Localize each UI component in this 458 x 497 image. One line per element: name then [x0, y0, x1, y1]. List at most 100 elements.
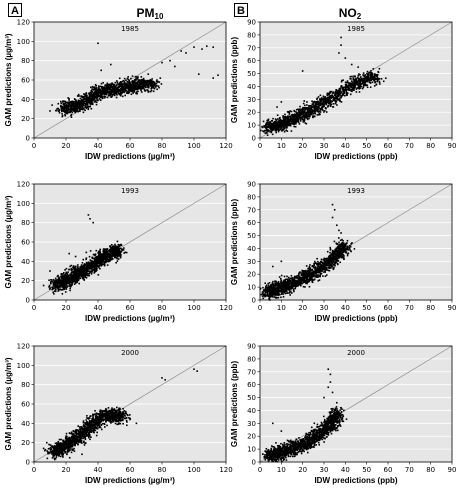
data-point: [323, 100, 326, 103]
data-point: [299, 281, 302, 283]
data-point: [356, 87, 358, 89]
data-point: [330, 264, 333, 266]
data-point: [96, 256, 99, 258]
data-point: [119, 94, 122, 97]
data-point: [83, 266, 86, 269]
data-point-outlier: [382, 80, 385, 83]
data-point: [106, 96, 109, 99]
data-point: [98, 88, 101, 90]
data-point: [269, 121, 272, 124]
data-point: [371, 81, 374, 84]
data-point: [83, 273, 85, 276]
data-point: [345, 94, 348, 96]
data-point: [90, 266, 92, 268]
data-point: [329, 95, 332, 97]
data-point: [302, 112, 304, 115]
data-point: [62, 109, 65, 112]
data-point: [85, 261, 88, 264]
data-point: [327, 100, 330, 102]
data-point: [374, 77, 376, 79]
data-point: [327, 99, 330, 101]
data-point: [68, 97, 70, 100]
data-point-outlier: [110, 63, 112, 66]
data-point: [59, 279, 61, 282]
data-point: [329, 100, 331, 103]
data-point: [73, 280, 75, 283]
data-point: [66, 277, 68, 280]
data-point: [321, 108, 324, 111]
data-point: [88, 93, 91, 96]
data-point: [123, 88, 126, 91]
data-point: [290, 110, 293, 113]
data-point: [277, 130, 280, 133]
data-point: [94, 267, 97, 270]
data-point: [67, 111, 69, 114]
data-point: [297, 115, 300, 118]
data-point: [84, 97, 86, 99]
data-point: [141, 87, 143, 90]
data-point: [109, 94, 111, 97]
x-tick-label: 40: [341, 142, 350, 150]
data-point: [89, 264, 92, 267]
data-point: [311, 111, 314, 114]
data-point: [111, 83, 114, 85]
data-point: [73, 269, 76, 272]
data-point: [299, 284, 302, 287]
data-point: [136, 78, 139, 80]
data-point: [65, 101, 68, 104]
data-point: [108, 248, 111, 251]
data-point: [317, 260, 319, 263]
data-point: [74, 265, 77, 268]
data-point: [284, 118, 287, 121]
data-point: [106, 255, 109, 257]
data-point: [309, 105, 312, 107]
data-point: [345, 90, 348, 93]
data-point: [143, 88, 146, 91]
data-point: [90, 262, 92, 265]
data-point: [93, 272, 96, 274]
data-point-outlier: [193, 46, 195, 48]
data-point: [133, 80, 136, 83]
data-point: [273, 121, 276, 123]
data-point: [354, 85, 356, 88]
x-axis-label: IDW predictions (µg/m³): [85, 152, 175, 161]
data-point: [53, 282, 55, 284]
data-point: [372, 77, 374, 79]
data-point: [281, 291, 284, 293]
data-point: [362, 81, 365, 84]
data-point: [328, 269, 331, 272]
data-point: [109, 88, 112, 90]
data-point: [60, 107, 63, 110]
data-point: [105, 251, 107, 253]
data-point: [116, 250, 119, 253]
data-point: [374, 73, 376, 76]
data-point-outlier: [280, 101, 283, 103]
data-point: [82, 276, 85, 278]
data-point: [150, 85, 153, 88]
data-point: [147, 86, 150, 88]
data-point: [140, 84, 142, 86]
data-point: [353, 83, 355, 86]
data-point: [377, 70, 380, 73]
data-point: [63, 100, 66, 103]
data-point: [322, 109, 324, 112]
data-point: [362, 85, 365, 87]
data-point: [138, 84, 141, 87]
data-point: [62, 101, 64, 103]
data-point: [353, 79, 355, 81]
data-point-outlier: [169, 59, 171, 62]
data-point: [76, 102, 79, 104]
data-point: [71, 284, 73, 286]
data-point: [128, 79, 130, 82]
data-point: [67, 105, 70, 108]
data-point: [69, 110, 71, 113]
data-point: [129, 81, 131, 84]
data-point: [94, 256, 97, 259]
data-point: [90, 270, 93, 273]
data-point: [350, 84, 352, 86]
data-point: [342, 94, 345, 96]
data-point: [119, 81, 122, 83]
data-point: [326, 96, 329, 99]
data-point: [106, 256, 108, 259]
data-point: [57, 288, 60, 291]
